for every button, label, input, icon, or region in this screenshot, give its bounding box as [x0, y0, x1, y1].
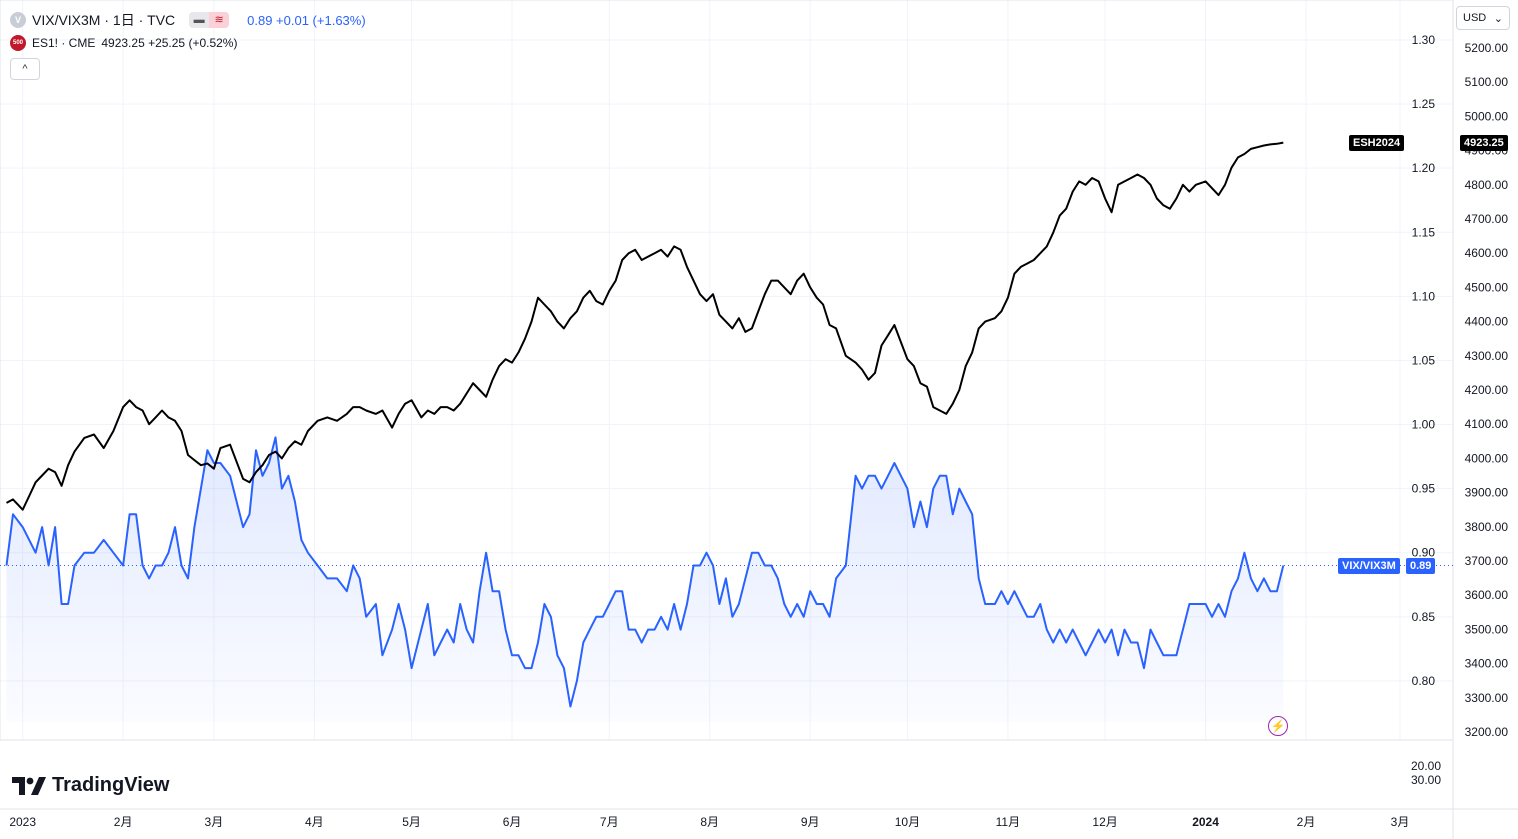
price-tick-label: 4800.00	[1465, 178, 1509, 192]
time-tick-label: 7月	[600, 815, 619, 829]
time-tick-label: 2024	[1192, 815, 1219, 829]
symbol-logo-icon: V	[10, 12, 26, 28]
time-tick-label: 3月	[205, 815, 224, 829]
price-tick-label: 3400.00	[1465, 657, 1509, 671]
price-tick-label: 3700.00	[1465, 554, 1509, 568]
price-tick-label: 3200.00	[1465, 725, 1509, 739]
currency-select[interactable]: USD ⌄	[1456, 6, 1510, 30]
es-price-tag: 4923.25	[1460, 134, 1508, 151]
main-symbol-title[interactable]: VIX/VIX3M · 1日 · TVC	[32, 12, 176, 28]
lightning-icon[interactable]: ⚡	[1268, 716, 1288, 736]
time-tick-label: 2月	[1297, 815, 1316, 829]
es-line[interactable]	[6, 141, 1284, 511]
display-mode-toggle[interactable]: ▬ ≋	[189, 12, 230, 28]
collapse-legend-button[interactable]: ^	[10, 58, 40, 80]
ratio-tick-label: 1.30	[1412, 33, 1436, 47]
ratio-tick-label: 0.95	[1412, 482, 1436, 496]
time-tick-label: 6月	[503, 815, 522, 829]
price-tick-label: 3600.00	[1465, 588, 1509, 602]
ratio-tick-label: 1.20	[1412, 161, 1436, 175]
ratio-tick-label: 1.15	[1412, 225, 1436, 239]
chevron-down-icon: ⌄	[1493, 12, 1503, 25]
ratio-tick-label: 1.10	[1412, 289, 1436, 303]
time-tick-label: 11月	[996, 815, 1020, 829]
ratio-tick-label: 0.90	[1412, 546, 1436, 560]
price-tick-label: 3800.00	[1465, 520, 1509, 534]
price-tick-label: 5000.00	[1465, 109, 1509, 123]
time-tick-label: 5月	[402, 815, 421, 829]
wave-icon[interactable]: ≋	[209, 12, 230, 28]
time-tick-label: 3月	[1391, 815, 1410, 829]
price-tick-label: 4000.00	[1465, 451, 1509, 465]
ratio-tick-label: 1.00	[1412, 418, 1436, 432]
price-tick-label: 4600.00	[1465, 246, 1509, 260]
price-tick-label: 3300.00	[1465, 691, 1509, 705]
price-tick-label: 4200.00	[1465, 383, 1509, 397]
ratio-tick-label: 1.05	[1412, 353, 1436, 367]
vix-symbol-tag: VIX/VIX3M	[1338, 557, 1400, 574]
tradingview-wordmark: TradingView	[52, 774, 170, 796]
sp500-logo-icon: 500	[10, 35, 26, 51]
price-tick-label: 4300.00	[1465, 349, 1509, 363]
time-tick-label: 12月	[1092, 815, 1117, 829]
main-symbol-value: 0.89 +0.01 (+1.63%)	[247, 12, 366, 28]
time-tick-label: 8月	[700, 815, 719, 829]
price-tick-label: 5200.00	[1465, 41, 1509, 55]
price-tick-label: 3500.00	[1465, 622, 1509, 636]
vix-price-tag: 0.89	[1406, 557, 1436, 574]
ratio-tick-label: 0.80	[1412, 674, 1436, 688]
ratio-tick-label: 1.25	[1412, 97, 1436, 111]
vix-line[interactable]	[5, 436, 1285, 708]
price-tick-label: 5100.00	[1465, 75, 1509, 89]
price-tick-label: 4500.00	[1465, 280, 1509, 294]
time-tick-label: 2023	[9, 815, 36, 829]
price-tick-label: 4100.00	[1465, 417, 1509, 431]
lower-pane-tick-label: 20.00	[1411, 759, 1441, 773]
tradingview-logo[interactable]: TradingView	[12, 774, 169, 797]
tradingview-mark-icon	[12, 776, 46, 795]
secondary-symbol-value: 4923.25 +25.25 (+0.52%)	[101, 36, 238, 50]
time-tick-label: 9月	[801, 815, 820, 829]
time-tick-label: 10月	[895, 815, 920, 829]
ratio-axis: 0.80 0.85 0.90 0.95 1.00 1.05 1.10 1.15 1.20 1.25…	[1412, 33, 1436, 688]
price-tick-label: 3900.00	[1465, 486, 1509, 500]
time-tick-label: 2月	[114, 815, 133, 829]
lower-pane-tick-label: 30.00	[1411, 773, 1441, 787]
time-axis: 2023 2月 3月 4月 5月 6月 7月 8月 9月 10月 11月 12月 2024 2月 3月	[9, 815, 1409, 829]
secondary-legend: 500 ES1! · CME 4923.25 +25.25 (+0.52%)	[10, 35, 237, 51]
es-symbol-tag: ESH2024	[1349, 134, 1405, 151]
currency-label: USD	[1463, 12, 1487, 24]
main-legend: V VIX/VIX3M · 1日 · TVC ▬ ≋ 0.89 +0.01 (+…	[10, 10, 366, 30]
chevron-up-icon: ^	[22, 63, 28, 75]
price-tick-label: 4400.00	[1465, 315, 1509, 329]
vix-area-fill	[6, 437, 1284, 722]
price-tick-label: 4700.00	[1465, 212, 1509, 226]
hide-icon[interactable]: ▬	[189, 12, 210, 28]
secondary-symbol-title[interactable]: ES1! · CME	[32, 36, 96, 50]
ratio-tick-label: 0.85	[1412, 610, 1436, 624]
time-tick-label: 4月	[305, 815, 324, 829]
